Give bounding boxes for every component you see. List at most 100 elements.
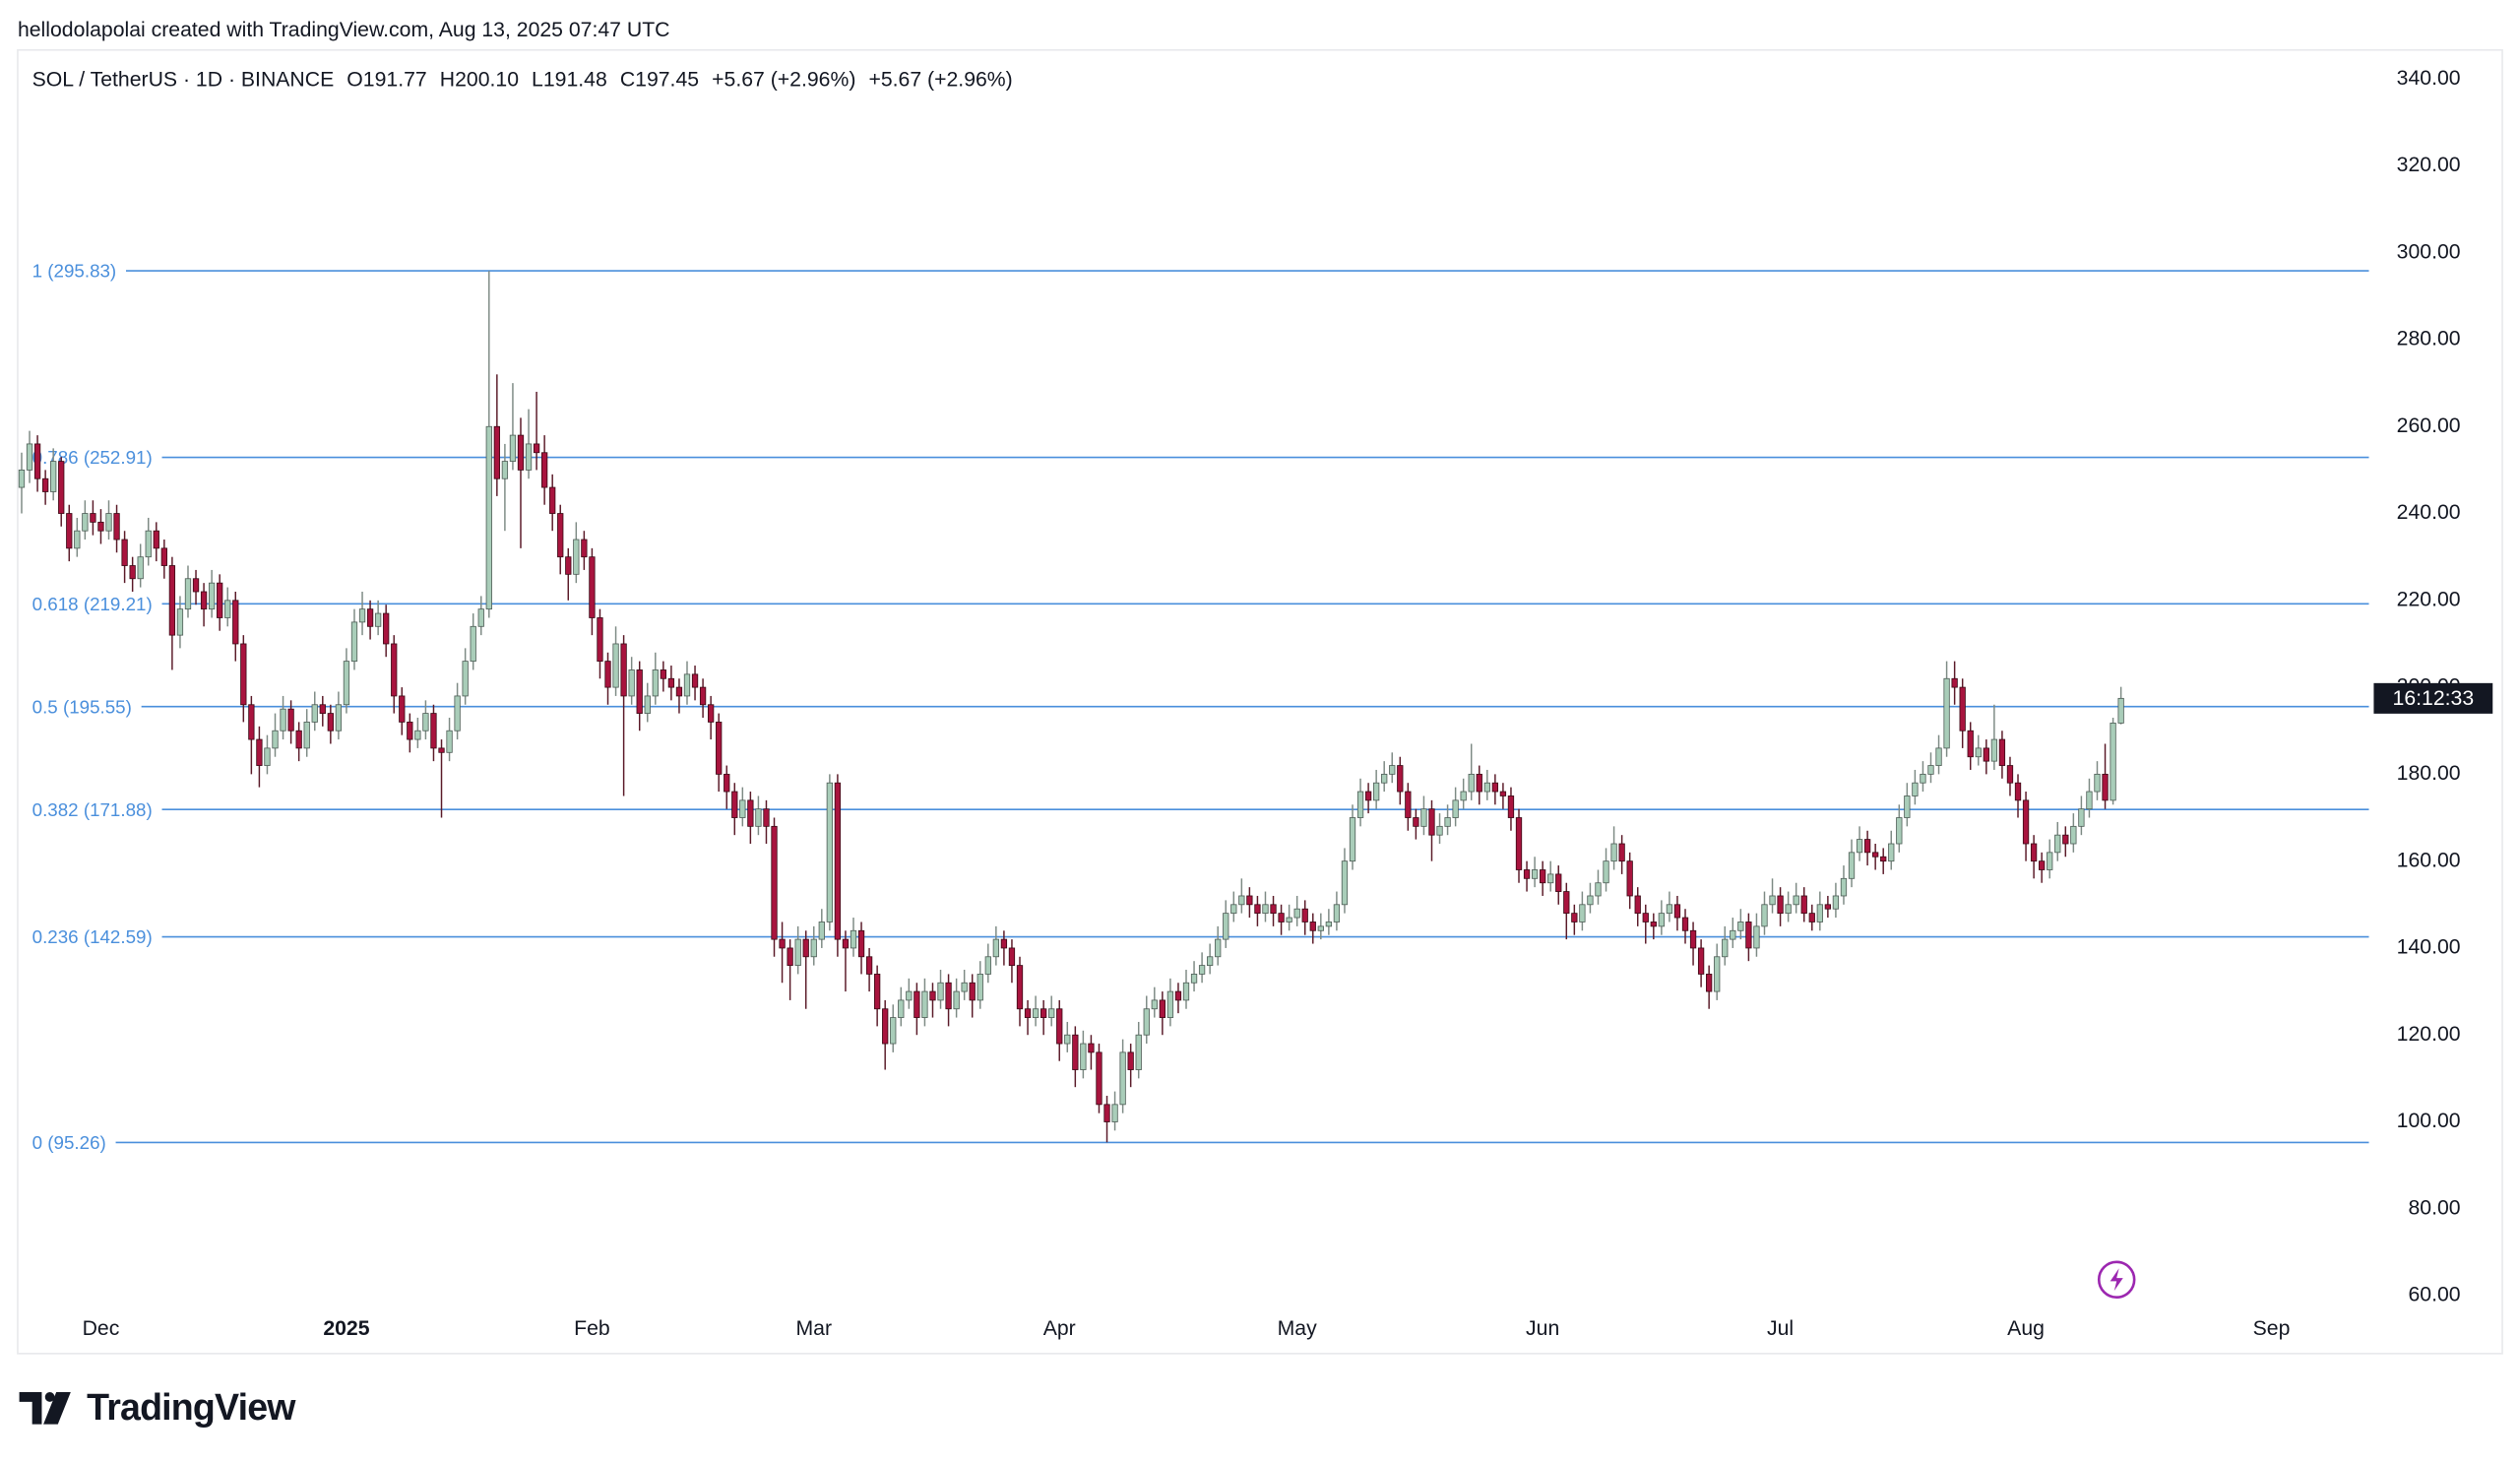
countdown-box — [2373, 682, 2493, 714]
candle-body — [1507, 795, 1515, 818]
candle-body — [699, 686, 707, 706]
candle-body — [1603, 860, 1609, 884]
candle-body — [1888, 843, 1895, 862]
candle-body — [724, 773, 730, 793]
chart-frame — [17, 48, 2503, 1355]
candle-body — [1927, 765, 1934, 775]
candle-body — [1080, 1043, 1087, 1070]
candle-body — [129, 565, 136, 580]
candle-body — [794, 938, 801, 967]
candle-body — [1364, 791, 1372, 801]
plot-area: 1 (295.83) 0.786 (252.91) 0.618 (219.21) 0.… — [18, 261, 2369, 1153]
y-tick-label: 300.00 — [2397, 240, 2461, 263]
x-tick-label: Feb — [574, 1317, 610, 1340]
candle-body — [477, 608, 484, 627]
candle-body — [755, 808, 762, 827]
candle-body — [1460, 791, 1467, 801]
candle-body — [953, 990, 960, 1010]
candle-body — [1808, 913, 1815, 922]
candle-body — [1832, 895, 1840, 910]
y-tick-label: 280.00 — [2397, 328, 2461, 350]
candle-body — [1072, 1034, 1079, 1070]
candle-body — [1293, 908, 1300, 919]
candle-body — [1904, 795, 1911, 818]
candle-body — [1547, 873, 1554, 884]
candle-body — [1135, 1034, 1142, 1070]
fib-label: 0.5 (195.55) — [32, 696, 132, 717]
candle-body — [857, 929, 865, 958]
candle-body — [802, 938, 809, 958]
candle-body — [1048, 1008, 1055, 1018]
candle-body — [41, 477, 49, 492]
candle-body — [391, 643, 398, 697]
fib-label: 0.236 (142.59) — [32, 926, 153, 947]
candle-body — [1270, 904, 1277, 915]
candle-body — [573, 539, 580, 575]
candle-body — [311, 704, 318, 723]
candle-body — [525, 443, 533, 471]
y-tick-label: 260.00 — [2397, 414, 2461, 437]
candle-body — [842, 938, 850, 949]
candle-body — [1777, 895, 1784, 915]
x-tick-label: Sep — [2253, 1317, 2291, 1340]
candle-body — [1254, 904, 1261, 915]
candle-body — [1223, 913, 1229, 940]
candle-body — [1722, 938, 1729, 958]
candle-body — [969, 982, 976, 1001]
candle-body — [1246, 895, 1253, 906]
fib-label: 1 (295.83) — [32, 261, 117, 282]
candle-body — [1975, 747, 1982, 758]
candle-body — [992, 938, 1000, 958]
candle-body — [1848, 852, 1856, 879]
candle-body — [1730, 929, 1736, 940]
candle-body — [33, 443, 41, 479]
candle-body — [1967, 730, 1974, 758]
candle-body — [1618, 843, 1625, 862]
candle-body — [454, 695, 461, 732]
y-tick-label: 100.00 — [2397, 1110, 2461, 1132]
candle-body — [2047, 852, 2053, 870]
candle-body — [620, 643, 627, 697]
candle-body — [1405, 791, 1412, 818]
candle-body — [66, 513, 73, 549]
candle-body — [509, 434, 517, 462]
candle-body — [264, 747, 271, 766]
x-tick-label: Dec — [83, 1317, 120, 1340]
candle-body — [256, 738, 263, 766]
candle-body — [1230, 904, 1237, 915]
symbol: SOL / TetherUS · 1D · BINANCE — [32, 68, 335, 91]
candle-body — [1333, 904, 1341, 922]
candle-body — [145, 530, 152, 558]
candle-body — [691, 673, 699, 688]
candle-body — [2062, 834, 2069, 845]
candle-body — [327, 713, 334, 732]
x-tick-label: 2025 — [323, 1317, 369, 1340]
candle-body — [248, 704, 255, 740]
candle-body — [540, 452, 548, 488]
candle-body — [113, 513, 120, 541]
y-tick-label: 180.00 — [2397, 762, 2461, 785]
candle-body — [1658, 913, 1666, 927]
candle-body — [1468, 773, 1475, 793]
candle-body — [707, 704, 715, 723]
candle-body — [1523, 869, 1531, 879]
y-tick-label: 120.00 — [2397, 1023, 2461, 1046]
candle-body — [383, 612, 390, 645]
brand-logo — [19, 1392, 71, 1425]
x-tick-label: Jun — [1526, 1317, 1559, 1340]
candle-body — [873, 974, 881, 1010]
candle-body — [779, 938, 786, 949]
candle-body — [1491, 782, 1499, 793]
candle-body — [557, 513, 564, 558]
candle-body — [343, 661, 350, 706]
candle-body — [763, 808, 770, 827]
candle-body — [1745, 922, 1752, 949]
candle-body — [462, 661, 469, 697]
candle-body — [335, 704, 343, 732]
countdown: 16:12:33 — [2393, 687, 2475, 710]
candle-body — [168, 565, 176, 636]
candle-body — [1151, 999, 1158, 1010]
candle-body — [589, 556, 596, 618]
candle-body — [303, 722, 310, 749]
